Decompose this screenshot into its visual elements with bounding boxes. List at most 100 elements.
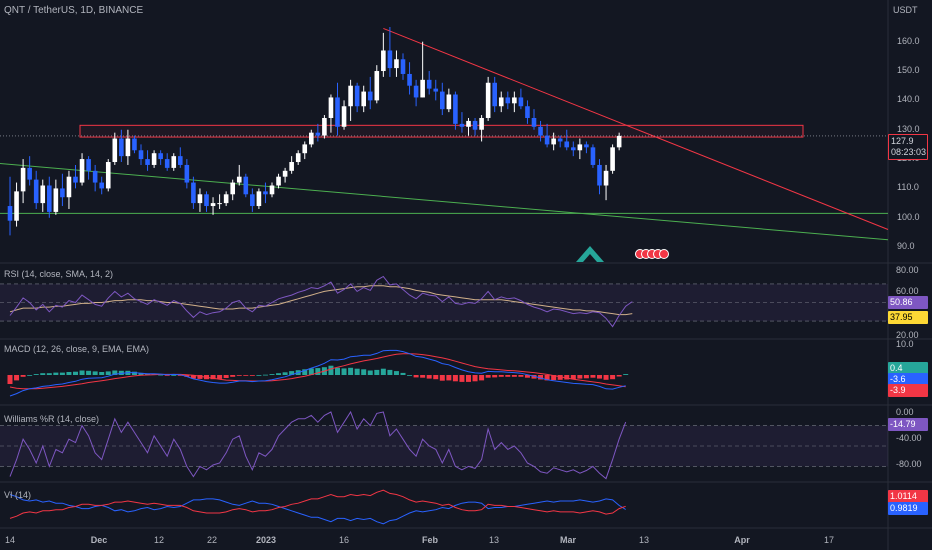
time-tick-label: 13 [638, 535, 650, 545]
candle-body [243, 176, 249, 195]
macd-histogram-bar [289, 371, 295, 375]
rsi-tick-60: 60.00 [896, 286, 919, 296]
macd-histogram-bar [407, 375, 413, 376]
rsi-title: RSI (14, close, SMA, 14, 2) [4, 269, 114, 279]
macd-histogram-bar [20, 375, 26, 377]
candle-body [66, 176, 72, 198]
candle-body [164, 159, 170, 168]
candle-body [407, 73, 412, 86]
time-tick-label: 14 [4, 535, 16, 545]
macd-histogram-bar [361, 369, 367, 375]
macd-signal-line [9, 353, 626, 390]
vi-plus-line [9, 489, 626, 519]
macd-histogram-bar [446, 375, 452, 381]
candle-body [564, 141, 570, 148]
macd-histogram-bar [577, 375, 583, 379]
time-tick-label: Dec [90, 535, 108, 545]
macd-histogram-bar [485, 375, 491, 378]
candle-body [197, 194, 203, 204]
candle-body [485, 82, 491, 118]
candle-body [616, 135, 622, 148]
macd-histogram-bar [46, 373, 52, 375]
price-tick-label: 130.0 [897, 123, 920, 134]
macd-histogram-bar [479, 375, 485, 381]
candle-body [132, 138, 137, 151]
macd-histogram-bar [603, 375, 609, 380]
candle-body [315, 132, 321, 136]
williams-title: Williams %R (14, close) [4, 414, 100, 424]
candle-body [544, 135, 550, 145]
macd-histogram-bar [492, 375, 498, 378]
currency-label: USDT [893, 5, 918, 15]
macd-histogram-bar [118, 370, 124, 375]
williams-value-tag: -14.79 [888, 418, 928, 431]
macd-histogram-bar [308, 368, 314, 375]
candle-body [413, 85, 419, 98]
macd-histogram-bar [400, 372, 406, 375]
macd-histogram-bar [367, 370, 373, 375]
candle-body [223, 194, 229, 204]
macd-histogram-bar [616, 375, 622, 377]
price-tick-label: 110.0 [897, 182, 919, 193]
macd-histogram-bar [14, 375, 20, 381]
macd-histogram-bar [557, 375, 563, 380]
candle-body [7, 206, 13, 221]
candle-body [551, 138, 556, 145]
macd-histogram-bar [538, 375, 544, 380]
candle-body [518, 97, 524, 107]
countdown-timer: 08:23:03 [891, 147, 927, 157]
green-up-arrow-icon [576, 246, 604, 262]
vi-plus-tag: 1.0114 [888, 490, 928, 503]
macd-histogram-bar [466, 375, 471, 382]
williams-tick-0: 0.00 [896, 407, 914, 417]
candle-body [492, 82, 497, 107]
macd-histogram-bar [164, 375, 170, 376]
events-flag-icon [659, 249, 669, 259]
candle-body [125, 138, 131, 157]
candle-body [466, 120, 471, 127]
candle-body [14, 191, 19, 221]
vi-minus-tag: 0.9819 [888, 502, 928, 515]
candle-body [236, 176, 242, 183]
candle-body [472, 120, 478, 130]
macd-histogram-bar [276, 373, 282, 375]
candle-body [479, 117, 484, 130]
macd-histogram-bar [33, 374, 39, 375]
macd-histogram-bar [262, 374, 268, 376]
price-tick-label: 100.0 [897, 211, 920, 222]
macd-histogram-bar [53, 372, 59, 375]
time-tick-label: 2023 [255, 535, 277, 545]
time-tick-label: 13 [488, 535, 500, 545]
macd-signal-tag: -3.9 [888, 384, 928, 397]
candle-body [577, 144, 583, 151]
macd-histogram-bar [505, 375, 511, 377]
candle-body [446, 94, 452, 110]
macd-histogram-bar [92, 371, 98, 375]
macd-hist-tag: 0.4 [888, 362, 928, 375]
candle-body [420, 79, 425, 98]
macd-histogram-bar [413, 375, 419, 378]
macd-histogram-bar [184, 375, 190, 377]
downtrend-line [383, 28, 889, 230]
macd-histogram-bar [459, 375, 465, 382]
macd-histogram-bar [223, 375, 229, 378]
candle-body [282, 170, 288, 177]
candle-body [230, 182, 235, 195]
rsi-tick-20: 20.00 [896, 330, 919, 340]
macd-histogram-bar [590, 375, 596, 378]
macd-line-tag: -3.6 [888, 373, 928, 386]
candle-body [79, 159, 85, 183]
macd-histogram-bar [171, 375, 177, 376]
candle-body [204, 194, 209, 207]
candle-body [512, 97, 517, 104]
candle-body [610, 147, 615, 171]
candle-body [309, 132, 314, 145]
candle-body [400, 59, 406, 74]
last-price-value: 127.9 [891, 136, 914, 146]
macd-histogram-bar [230, 375, 236, 377]
macd-histogram-bar [518, 375, 524, 377]
time-tick-label: 17 [823, 535, 835, 545]
candle-body [590, 147, 596, 165]
candle-body [381, 50, 386, 72]
